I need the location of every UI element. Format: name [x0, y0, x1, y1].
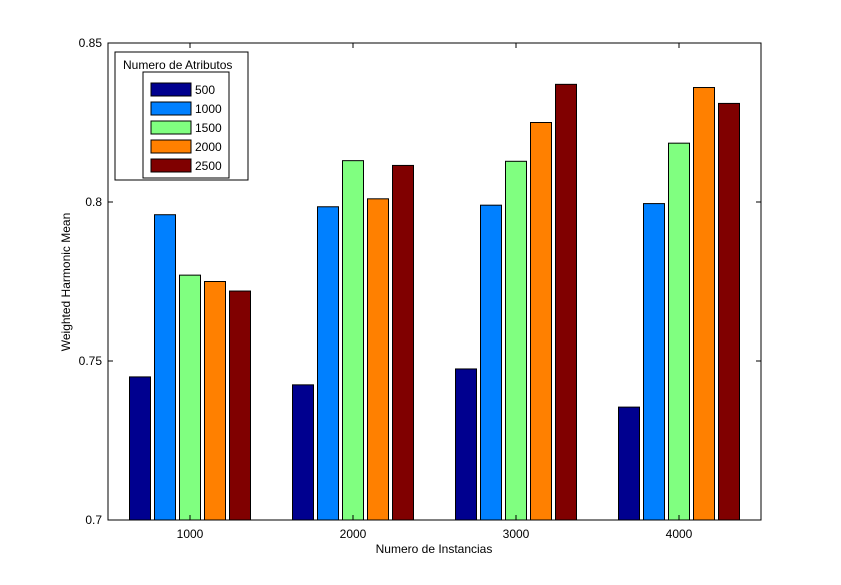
bar-500-3000	[455, 368, 477, 521]
bar-1500-4000	[668, 142, 690, 521]
bar-2500-1000	[229, 290, 251, 521]
bar-1500-3000	[505, 160, 527, 521]
bar-2500-3000	[555, 83, 577, 521]
bar-500-1000	[129, 376, 151, 521]
legend-label-2000: 2000	[195, 140, 222, 154]
bar-1500-1000	[179, 274, 201, 521]
legend-swatch-1500	[150, 120, 192, 135]
ticks: 1000 2000 3000 4000 0.7 0.75 0.8 0.85	[79, 36, 761, 541]
legend-swatch-1000	[150, 101, 192, 116]
legend-title: Numero de Atributos	[123, 58, 232, 72]
bar-2000-4000	[693, 87, 715, 521]
y-axis-label: Weighted Harmonic Mean	[59, 213, 73, 352]
bar-500-2000	[292, 384, 314, 521]
bar-2000-2000	[367, 198, 389, 521]
legend-swatch-2500	[150, 158, 192, 173]
bar-1000-4000	[643, 203, 665, 521]
y-tick-label: 0.8	[85, 195, 102, 209]
bars	[129, 83, 740, 521]
x-tick-label: 3000	[503, 527, 530, 541]
legend-swatch-2000	[150, 139, 192, 154]
y-tick-label: 0.75	[79, 354, 103, 368]
legend-label-500: 500	[195, 83, 215, 97]
bar-2000-1000	[204, 281, 226, 521]
legend-swatch-500	[150, 82, 192, 97]
x-tick-label: 1000	[177, 527, 204, 541]
y-tick-label: 0.7	[85, 513, 102, 527]
x-axis-label: Numero de Instancias	[376, 542, 493, 556]
legend-label-1500: 1500	[195, 121, 222, 135]
bar-2500-2000	[392, 164, 414, 521]
bar-500-4000	[618, 406, 640, 521]
bar-2000-3000	[530, 122, 552, 521]
bar-1500-2000	[342, 160, 364, 521]
bar-1000-2000	[317, 206, 339, 521]
legend-label-2500: 2500	[195, 159, 222, 173]
x-tick-label: 4000	[666, 527, 693, 541]
bar-2500-4000	[718, 102, 740, 521]
legend-label-1000: 1000	[195, 102, 222, 116]
legend: Numero de Atributos 500 1000 1500 2000 2500	[114, 51, 249, 181]
bar-1000-3000	[480, 204, 502, 521]
y-tick-label: 0.85	[79, 36, 103, 50]
bar-1000-1000	[154, 214, 176, 521]
x-tick-label: 2000	[340, 527, 367, 541]
